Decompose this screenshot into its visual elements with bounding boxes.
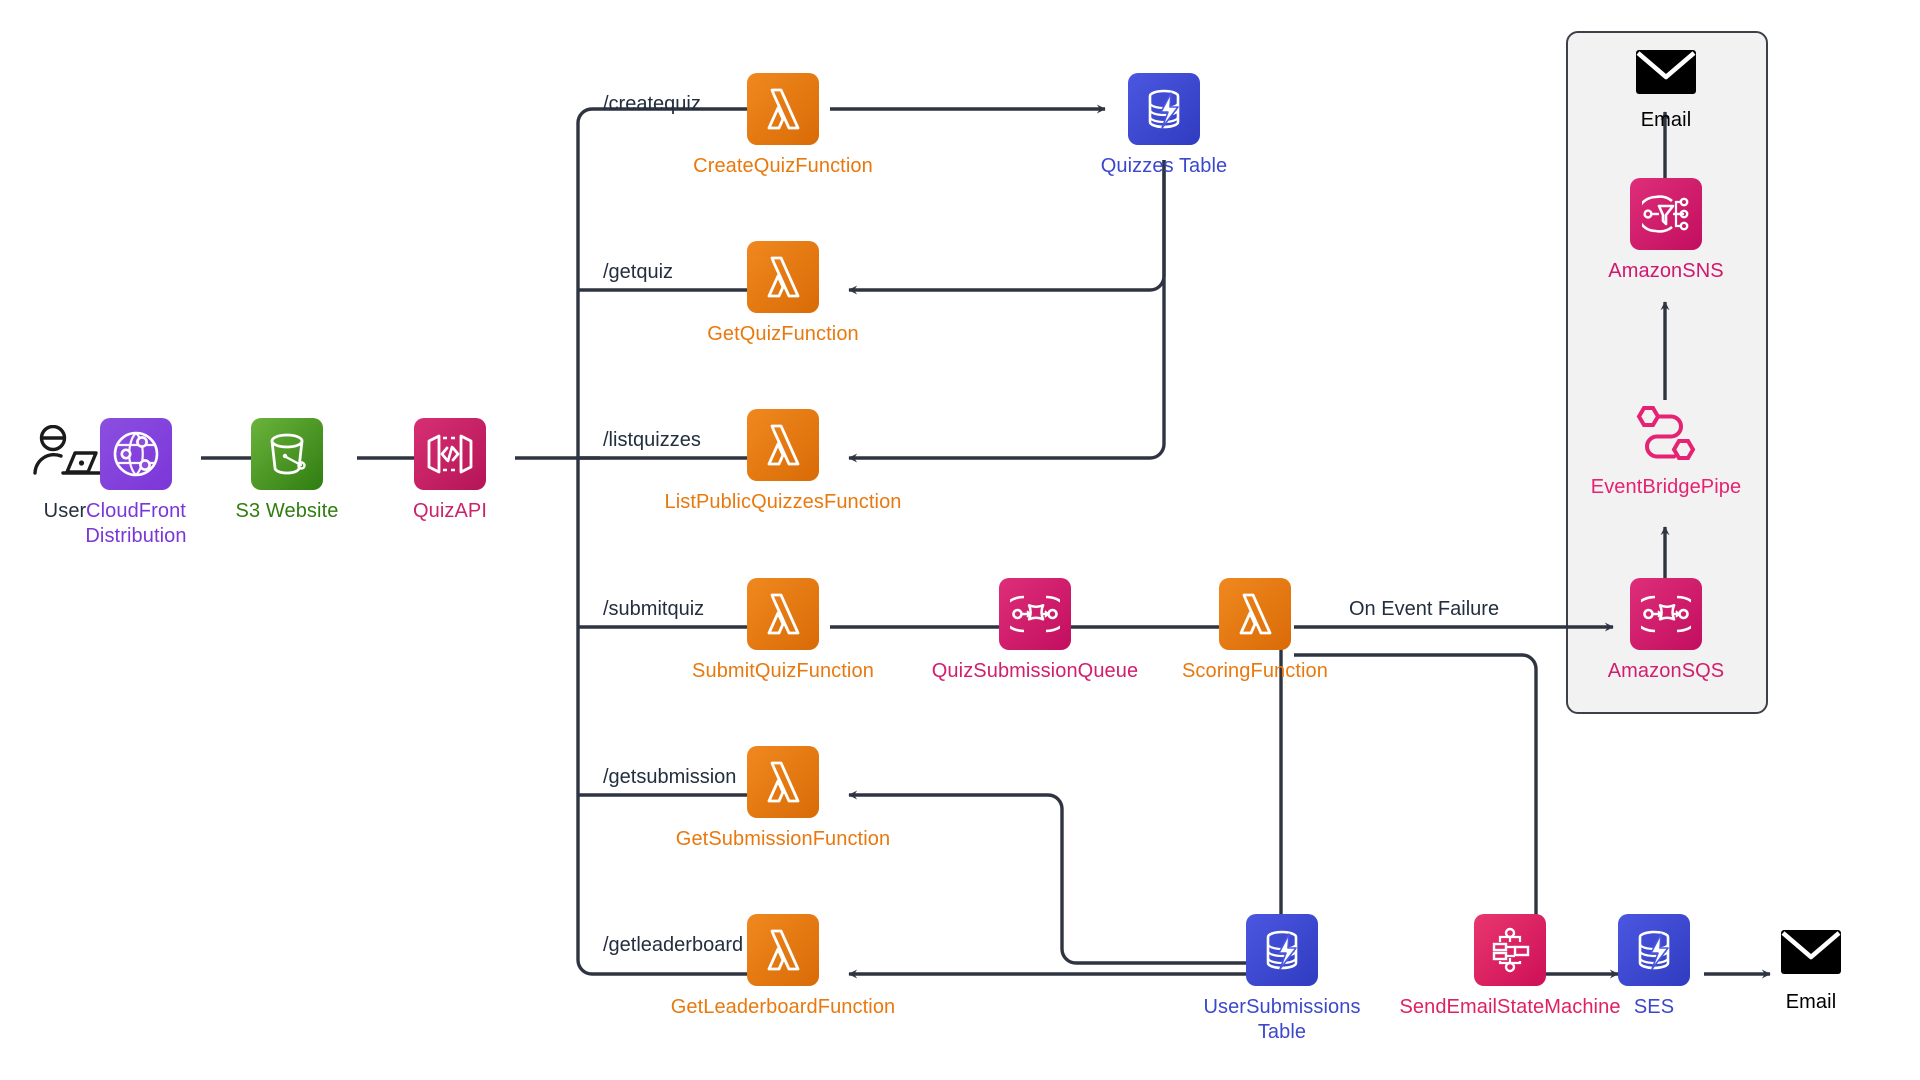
node-cloudfront-distribution[interactable]: CloudFront Distribution [72, 418, 200, 549]
node-label-getleaderboardfunction: GetLeaderboardFunction [670, 996, 896, 1018]
lambda-icon [747, 746, 819, 818]
lambda-icon [747, 578, 819, 650]
edge-scoring-to-statemachine [1294, 653, 1541, 956]
user-laptop-icon [29, 418, 101, 490]
node-label-user: User [43, 500, 87, 522]
edge-quizzestable-to-getquiz [848, 160, 1166, 295]
node-getleaderboardfunction[interactable]: GetLeaderboardFunction [662, 914, 904, 1020]
node-label-email-top: Email [1640, 109, 1692, 131]
node-label-ses: SES [1633, 996, 1675, 1018]
lambda-icon [747, 914, 819, 986]
sqs-icon [1630, 578, 1702, 650]
lambda-icon [747, 73, 819, 145]
node-sendemailstatemachine[interactable]: SendEmailStateMachine [1399, 914, 1621, 1020]
node-email-top[interactable]: Email [1600, 48, 1732, 133]
node-label-quizsubmissionqueue: QuizSubmissionQueue [931, 660, 1139, 682]
node-quizzes-table[interactable]: Quizzes Table [1068, 73, 1260, 179]
node-createquizfunction[interactable]: CreateQuizFunction [681, 73, 885, 179]
dynamodb-icon [1246, 914, 1318, 986]
ses-icon [1618, 914, 1690, 986]
cloudfront-icon [100, 418, 172, 490]
node-amazonsqs[interactable]: AmazonSQS [1596, 578, 1736, 684]
edge-label-createquiz: /createquiz [603, 93, 701, 115]
node-eventbridgepipe[interactable]: EventBridgePipe [1566, 398, 1766, 500]
node-email-bottom[interactable]: Email [1756, 928, 1866, 1015]
edge-quizzestable-to-listquizzes [848, 160, 1166, 463]
edge-router-to-createquiz [576, 104, 771, 124]
envelope-icon [1630, 48, 1702, 96]
node-scoringfunction[interactable]: ScoringFunction [1166, 578, 1344, 684]
node-amazonsns[interactable]: AmazonSNS [1596, 178, 1736, 284]
edge-label-getquiz: /getquiz [603, 261, 674, 283]
node-label-quizzes-table: Quizzes Table [1100, 155, 1228, 177]
node-label-getquizfunction: GetQuizFunction [707, 323, 859, 345]
node-quizsubmissionqueue[interactable]: QuizSubmissionQueue [924, 578, 1146, 684]
node-label-submitquizfunction: SubmitQuizFunction [692, 660, 874, 682]
node-label-listpublicquizzesfunction: ListPublicQuizzesFunction [664, 491, 902, 513]
s3-bucket-icon [251, 418, 323, 490]
node-ses[interactable]: SES [1606, 914, 1702, 1020]
node-label-scoringfunction: ScoringFunction [1181, 660, 1329, 682]
node-submitquizfunction[interactable]: SubmitQuizFunction [681, 578, 885, 684]
node-user[interactable]: User [10, 418, 120, 524]
node-label-getsubmissionfunction: GetSubmissionFunction [675, 828, 891, 850]
node-label-createquizfunction: CreateQuizFunction [693, 155, 873, 177]
edge-router-to-getleaderboard [576, 959, 771, 979]
node-label-eventbridgepipe: EventBridgePipe [1590, 476, 1742, 498]
dynamodb-icon [1128, 73, 1200, 145]
lambda-icon [747, 409, 819, 481]
edge-label-getleaderboard: /getleaderboard [603, 934, 744, 956]
edge-usersubmissions-to-getsubmission [848, 790, 1259, 965]
node-label-email-bottom: Email [1785, 991, 1837, 1013]
node-quizapi[interactable]: QuizAPI [385, 418, 515, 524]
node-label-usersubmissions-table: UserSubmissions Table [1203, 996, 1361, 1043]
lambda-icon [747, 241, 819, 313]
eventbridge-pipes-icon [1630, 398, 1702, 470]
node-getsubmissionfunction[interactable]: GetSubmissionFunction [666, 746, 900, 852]
node-label-quizapi: QuizAPI [412, 500, 488, 522]
node-getquizfunction[interactable]: GetQuizFunction [681, 241, 885, 347]
edge-label-listquizzes: /listquizzes [603, 429, 701, 451]
step-functions-icon [1474, 914, 1546, 986]
edge-label-on-event-failure: On Event Failure [1349, 598, 1500, 620]
node-label-s3-website: S3 Website [235, 500, 339, 522]
api-gateway-icon [414, 418, 486, 490]
lambda-icon [1219, 578, 1291, 650]
sns-icon [1630, 178, 1702, 250]
node-label-amazonsqs: AmazonSQS [1607, 660, 1725, 682]
node-label-amazonsns: AmazonSNS [1608, 260, 1724, 282]
node-label-cloudfront-distribution: CloudFront Distribution [85, 500, 187, 547]
edge-label-submitquiz: /submitquiz [603, 598, 705, 620]
edge-label-getsubmission: /getsubmission [603, 766, 737, 788]
node-listpublicquizzesfunction[interactable]: ListPublicQuizzesFunction [649, 409, 917, 515]
envelope-icon [1775, 928, 1847, 976]
sqs-icon [999, 578, 1071, 650]
node-s3-website[interactable]: S3 Website [222, 418, 352, 524]
edge-scoring-down-helper [1281, 648, 1294, 940]
node-usersubmissions-table[interactable]: UserSubmissions Table [1187, 914, 1377, 1045]
node-label-sendemailstatemachine: SendEmailStateMachine [1399, 996, 1621, 1018]
